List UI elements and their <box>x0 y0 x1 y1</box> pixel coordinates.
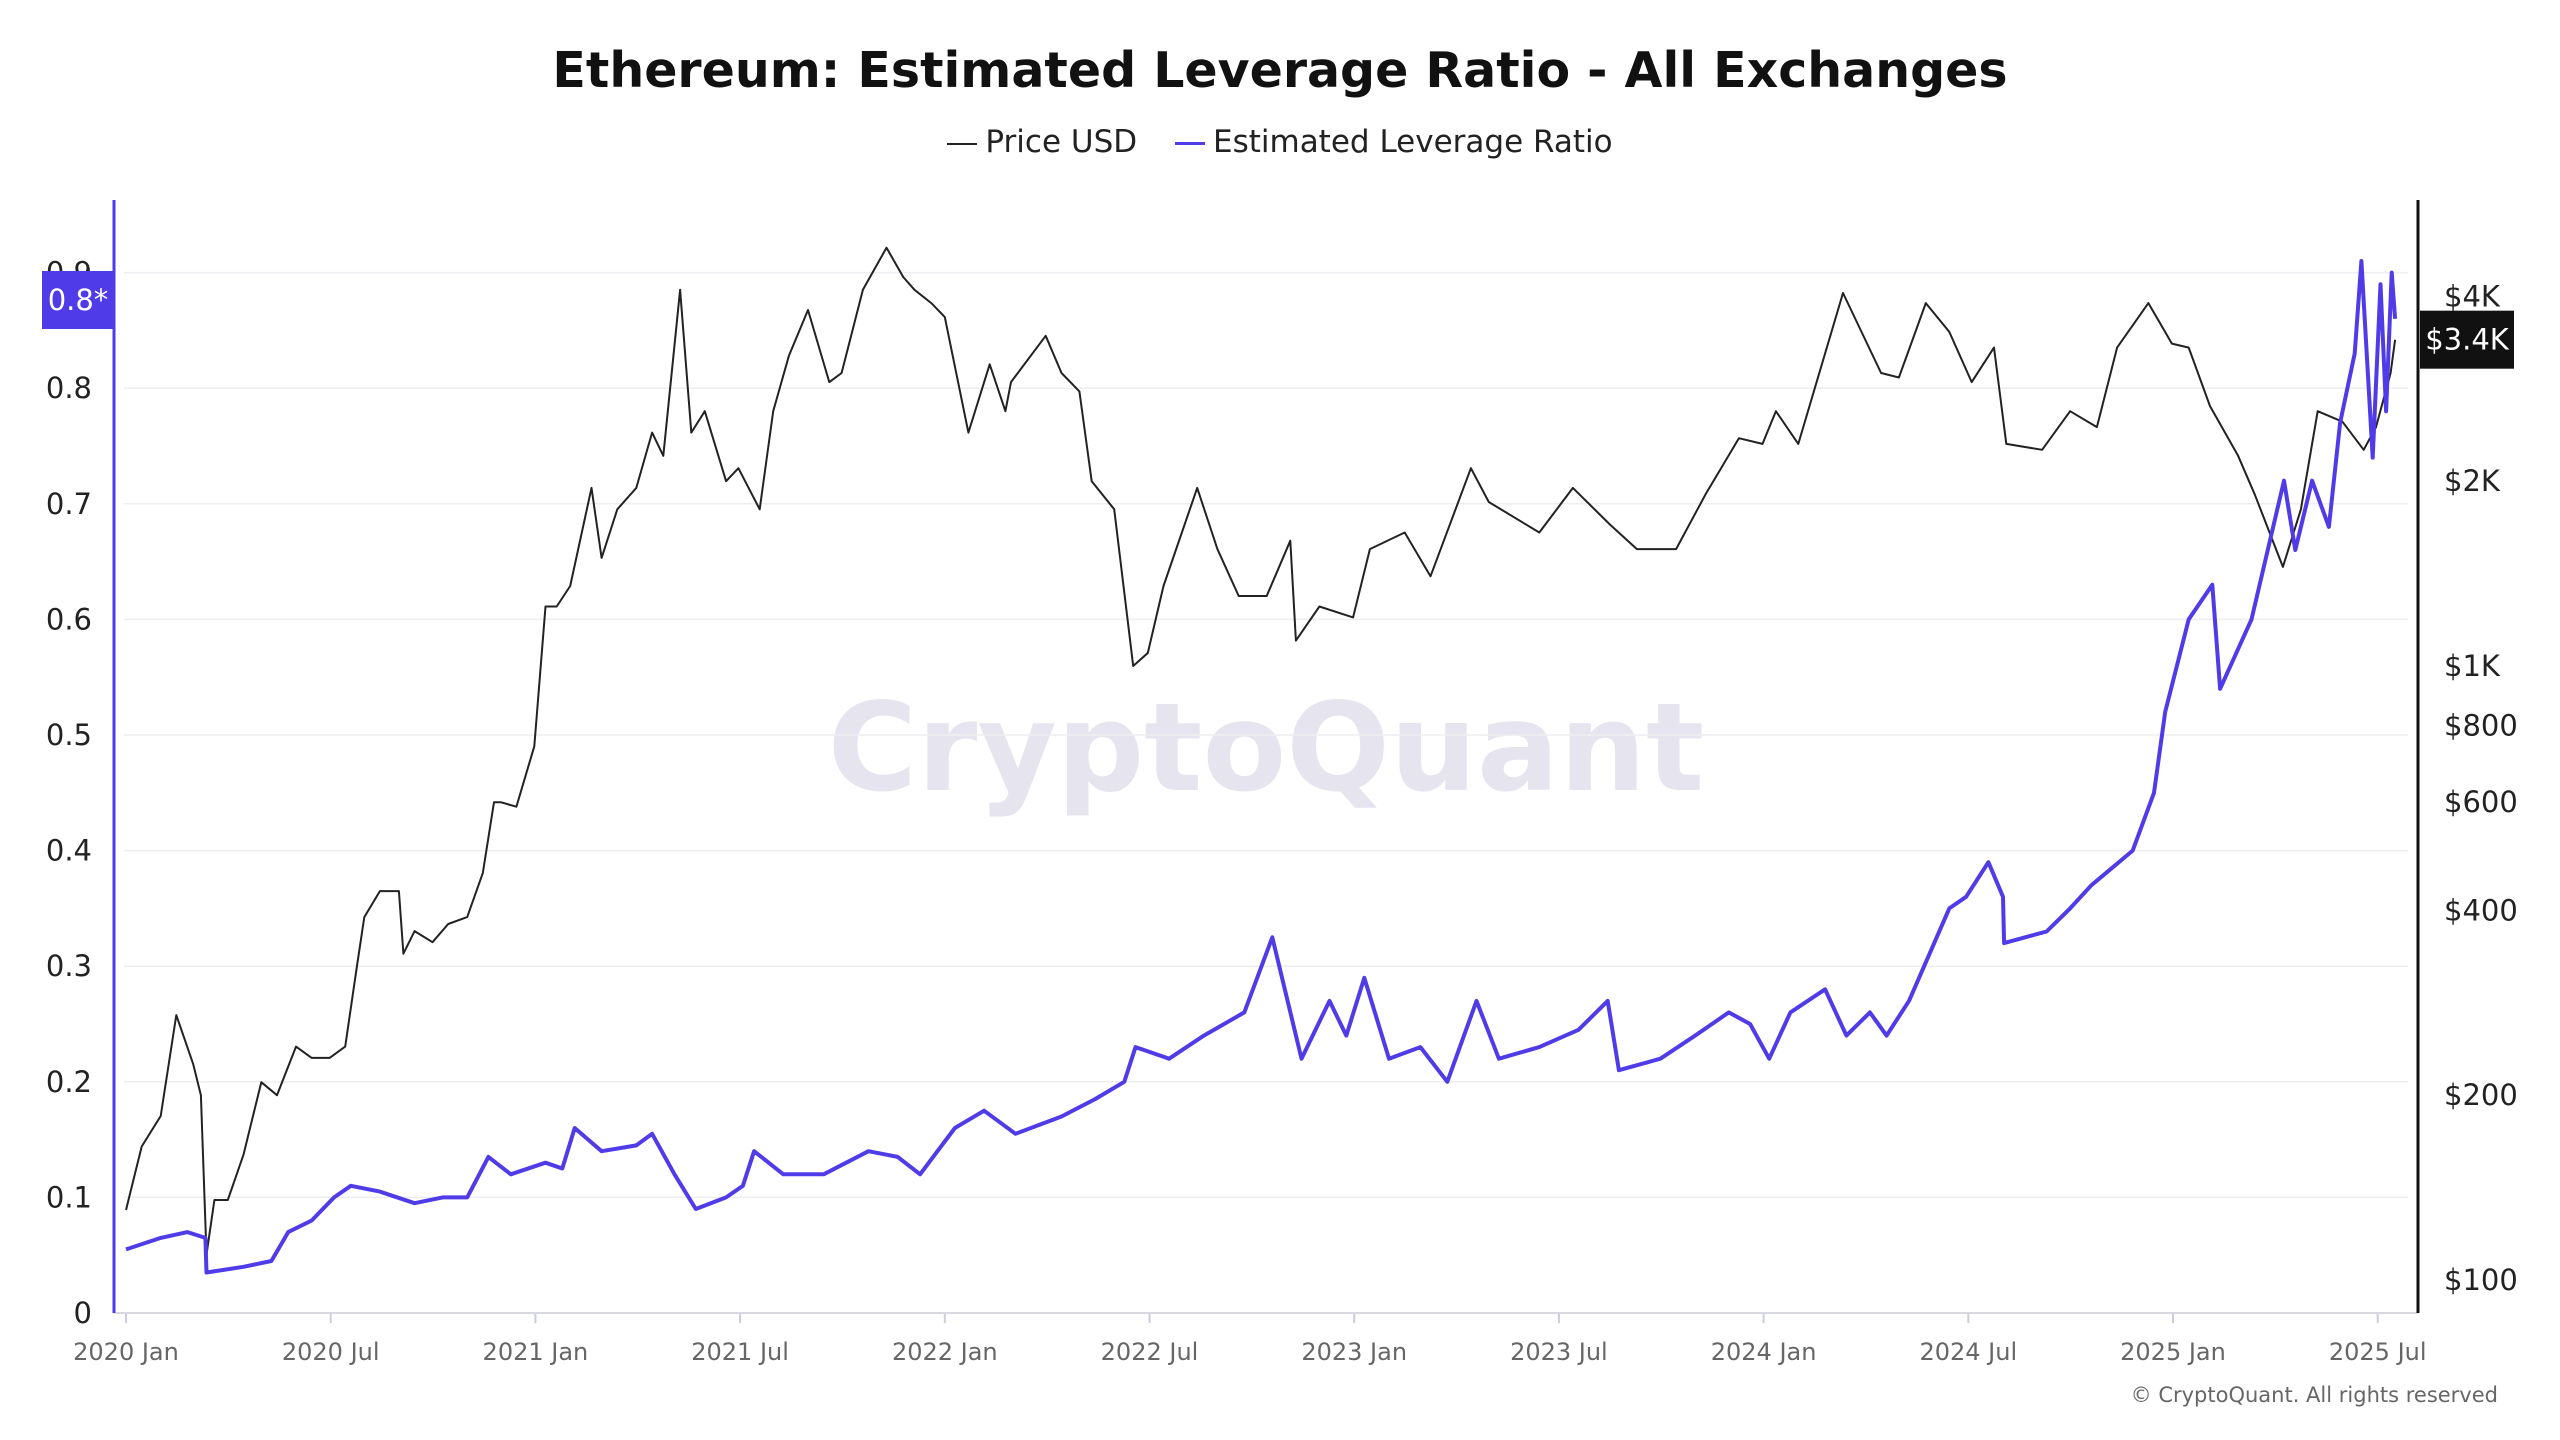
y-left-tick-label: 0.3 <box>46 949 92 983</box>
y-left-tick-label: 0.5 <box>46 718 92 752</box>
watermark: CryptoQuant <box>828 677 1705 819</box>
y-left-tick-label: 0.8 <box>46 371 92 405</box>
legend: Price USD Estimated Leverage Ratio <box>0 124 2560 160</box>
x-tick-label: 2025 Jul <box>2329 1338 2427 1366</box>
x-tick-label: 2022 Jan <box>892 1338 998 1366</box>
y-right-tick-label: $400 <box>2444 893 2518 927</box>
x-tick-label: 2023 Jul <box>1510 1338 1608 1366</box>
copyright: © CryptoQuant. All rights reserved <box>2130 1383 2498 1407</box>
legend-item-leverage[interactable]: Estimated Leverage Ratio <box>1174 124 1613 160</box>
y-right-tick-label: $200 <box>2444 1078 2518 1112</box>
x-tick-label: 2024 Jul <box>1919 1338 2017 1366</box>
leverage-ratio-line <box>125 259 2398 1275</box>
current-price-label: $3.4K <box>2425 323 2510 357</box>
y-right-tick-label: $100 <box>2444 1263 2518 1297</box>
y-left-tick-label: 0.2 <box>46 1065 92 1099</box>
y-right-tick-label: $4K <box>2444 279 2501 313</box>
current-leverage-badge <box>42 271 114 329</box>
y-right-tick-label: $1K <box>2444 649 2501 683</box>
y-right-tick-label: $2K <box>2444 464 2501 498</box>
chart-title: Ethereum: Estimated Leverage Ratio - All… <box>552 42 2008 99</box>
legend-label-leverage: Estimated Leverage Ratio <box>1212 124 1613 160</box>
x-tick-label: 2020 Jan <box>73 1338 179 1366</box>
y-left-tick-label: 0 <box>74 1296 92 1330</box>
x-tick-label: 2025 Jan <box>2120 1338 2226 1366</box>
x-tick-label: 2023 Jan <box>1301 1338 1407 1366</box>
x-tick-label: 2021 Jan <box>483 1338 589 1366</box>
current-leverage-label: 0.8* <box>48 283 109 317</box>
x-tick-label: 2021 Jul <box>691 1338 789 1366</box>
price-usd-line <box>125 246 2397 1256</box>
legend-swatch-leverage <box>1174 142 1205 145</box>
legend-swatch-price <box>947 142 978 145</box>
x-tick-label: 2022 Jul <box>1101 1338 1199 1366</box>
legend-label-price: Price USD <box>985 124 1138 160</box>
x-tick-label: 2024 Jan <box>1711 1338 1817 1366</box>
y-right-tick-label: $800 <box>2444 709 2518 743</box>
x-tick-label: 2020 Jul <box>282 1338 380 1366</box>
current-price-badge <box>2420 310 2514 369</box>
y-left-tick-label: 0.4 <box>46 834 92 868</box>
legend-item-price[interactable]: Price USD <box>947 124 1137 160</box>
y-right-tick-label: $600 <box>2444 785 2518 819</box>
y-left-tick-label: 0.7 <box>46 487 92 521</box>
y-left-tick-label: 0.1 <box>46 1180 92 1214</box>
y-left-tick-label: 0.6 <box>46 602 92 636</box>
